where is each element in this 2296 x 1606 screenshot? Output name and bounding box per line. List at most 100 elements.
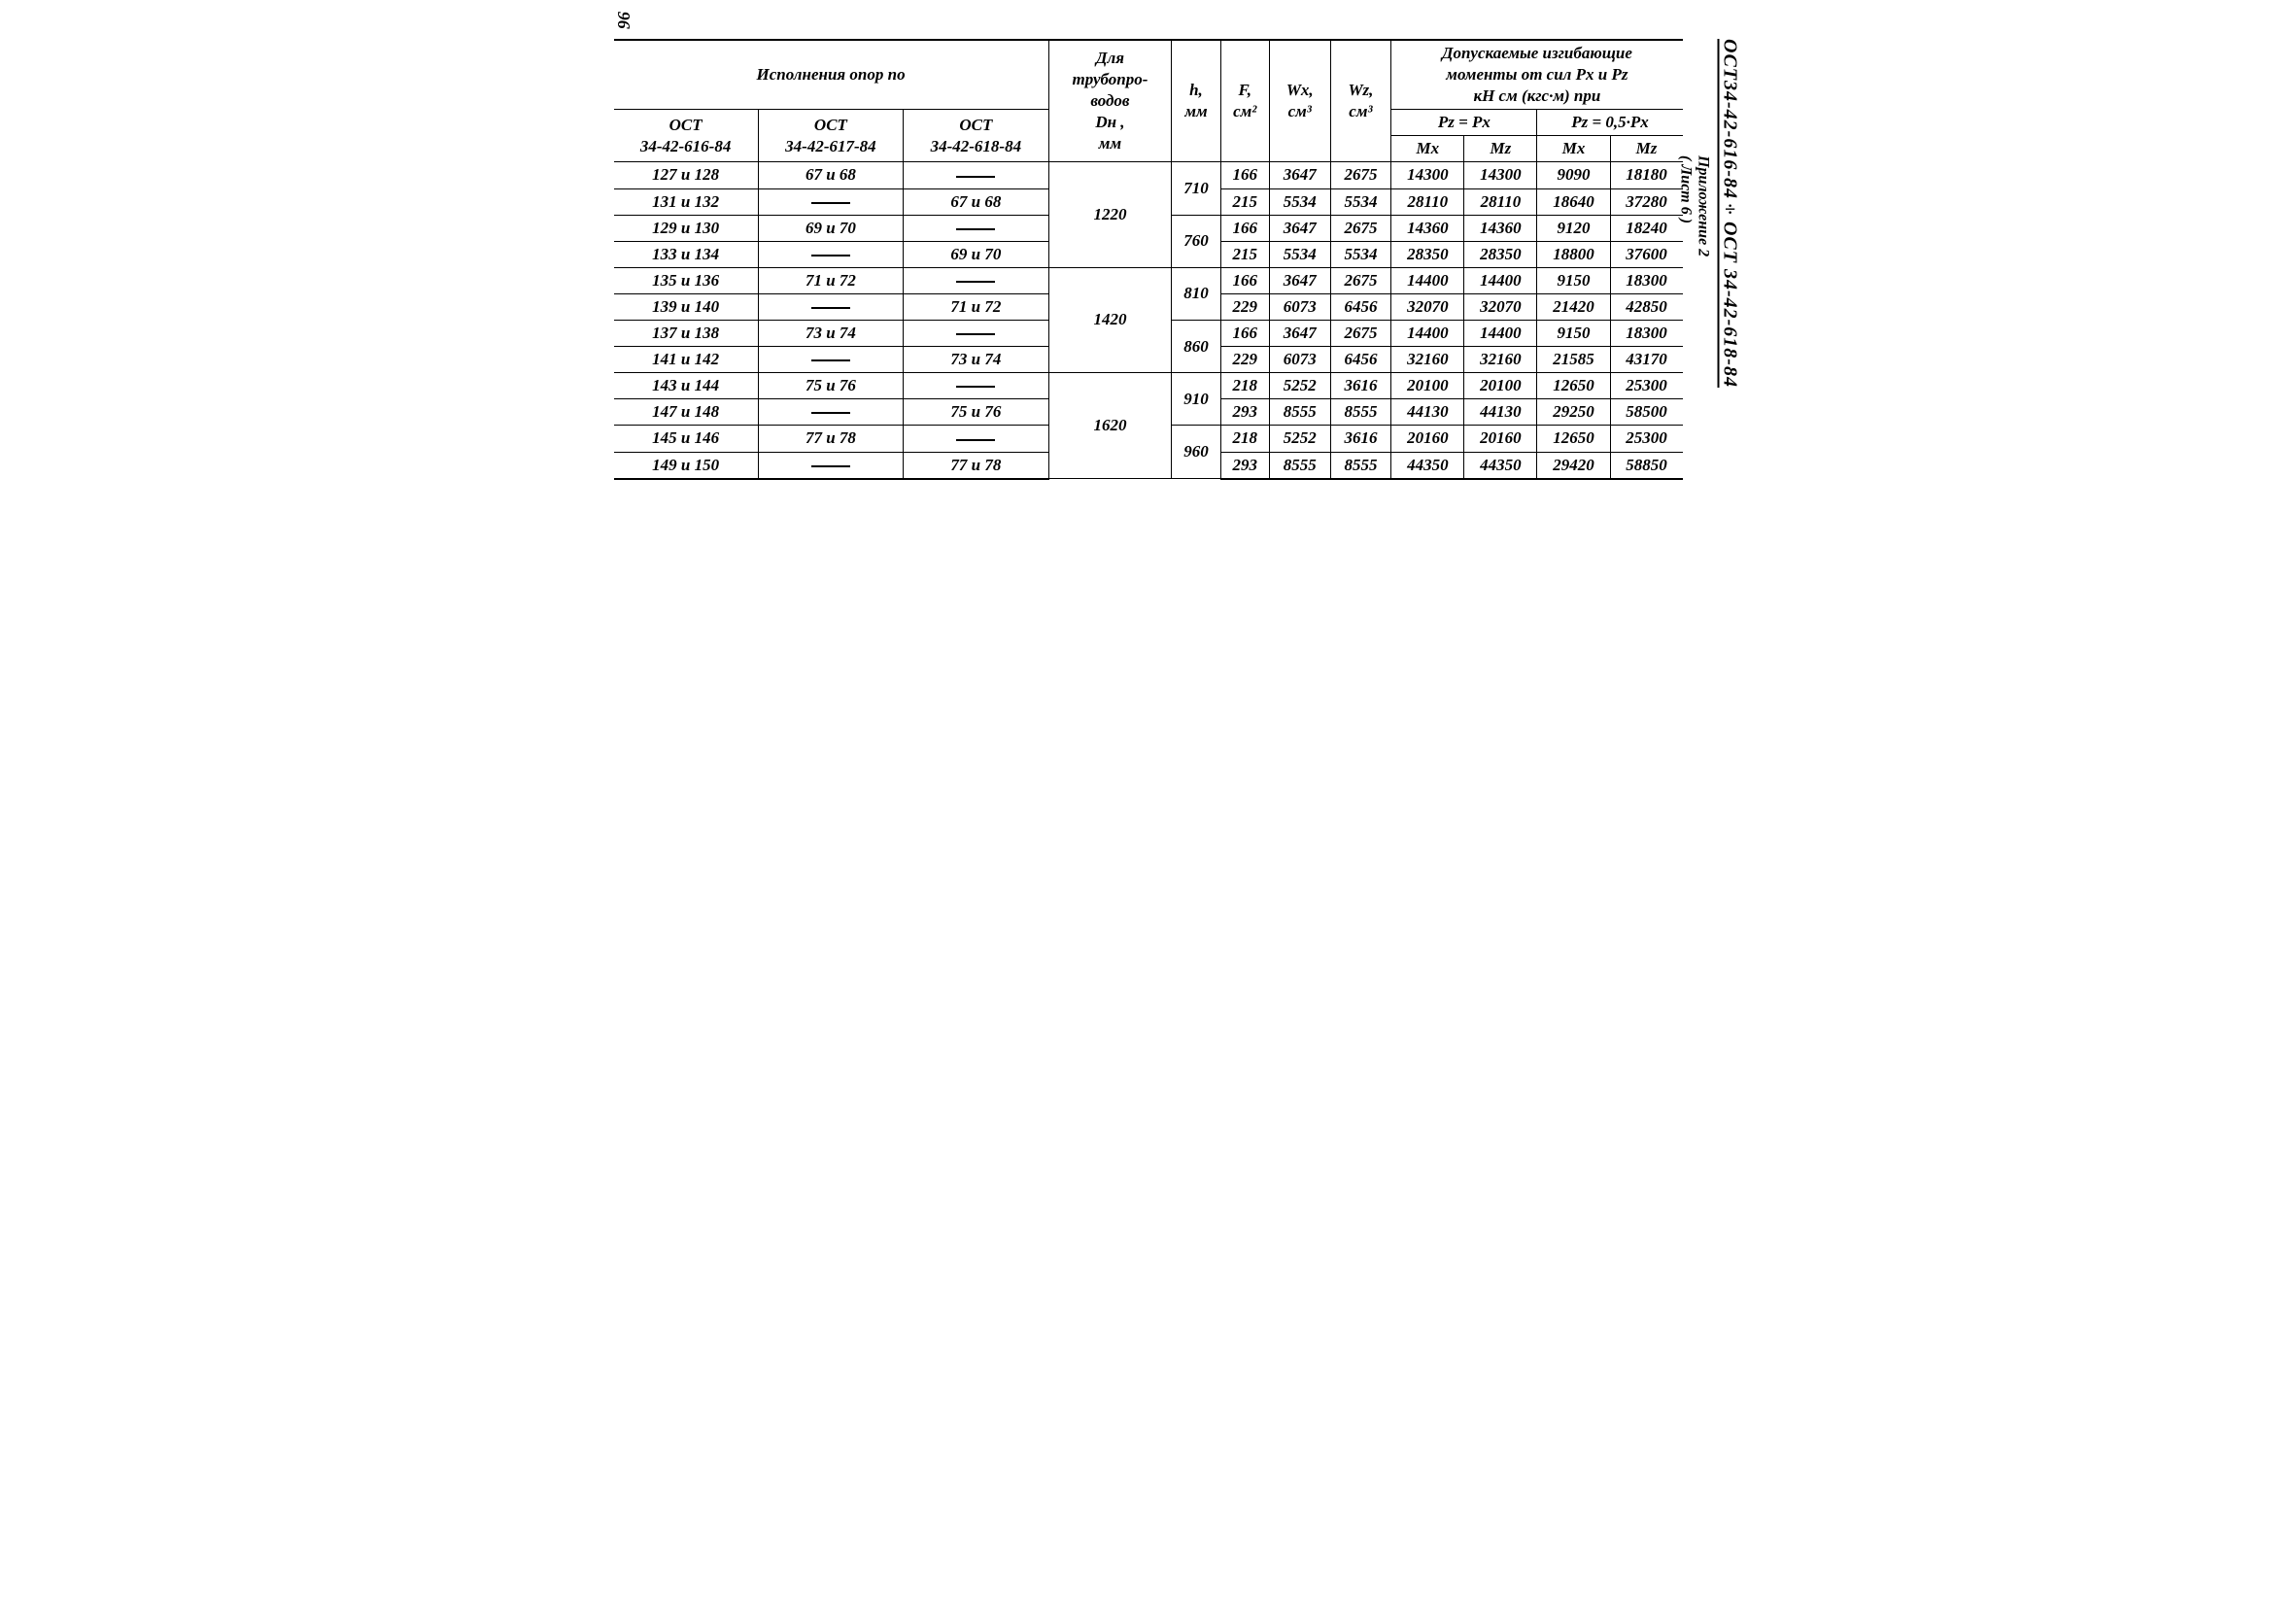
table-cell: 77 и 78	[758, 426, 903, 452]
table-cell: 14400	[1391, 321, 1464, 347]
table-cell	[904, 373, 1048, 399]
header-executions: Исполнения опор по	[614, 40, 1049, 110]
table-cell: 960	[1172, 426, 1220, 479]
table-cell: 32070	[1391, 293, 1464, 320]
page-container: 96 ОСТ34-42-616-84÷ОСТ 34-42-618-84 Прил…	[614, 39, 1683, 480]
table-row: 127 и 12867 и 68122071016636472675143001…	[614, 162, 1683, 188]
table-cell: 21420	[1537, 293, 1610, 320]
table-cell: 710	[1172, 162, 1220, 215]
table-cell: 127 и 128	[614, 162, 759, 188]
table-cell: 229	[1220, 293, 1269, 320]
table-cell	[758, 293, 903, 320]
table-cell: 139 и 140	[614, 293, 759, 320]
table-cell: 218	[1220, 426, 1269, 452]
header-Mz1: Mz	[1464, 136, 1537, 162]
data-table: Исполнения опор по Длятрубопро-водовDн ,…	[614, 39, 1683, 480]
header-moments: Допускаемые изгибающиемоменты от сил Рх …	[1391, 40, 1683, 110]
table-cell: 28350	[1391, 241, 1464, 267]
table-cell: 9150	[1537, 267, 1610, 293]
table-cell	[904, 215, 1048, 241]
table-cell: 44350	[1464, 452, 1537, 479]
dash-icon	[811, 202, 850, 204]
table-cell: 12650	[1537, 373, 1610, 399]
table-cell: 8555	[1330, 399, 1391, 426]
table-cell: 145 и 146	[614, 426, 759, 452]
table-cell: 3647	[1269, 321, 1330, 347]
table-cell: 37600	[1610, 241, 1682, 267]
table-cell: 14300	[1464, 162, 1537, 188]
table-cell	[758, 241, 903, 267]
table-cell	[758, 452, 903, 479]
table-cell: 21585	[1537, 347, 1610, 373]
side-subtitle: Приложение 2 ( Лист 6 )	[1677, 155, 1712, 256]
dash-icon	[956, 228, 995, 230]
page-number: 96	[614, 12, 634, 29]
table-cell: 77 и 78	[904, 452, 1048, 479]
table-cell: 215	[1220, 188, 1269, 215]
table-cell: 18180	[1610, 162, 1682, 188]
table-cell: 32160	[1391, 347, 1464, 373]
table-row: 135 и 13671 и 72142081016636472675144001…	[614, 267, 1683, 293]
header-ost2: ОСТ34-42-617-84	[758, 110, 903, 162]
table-cell: 3647	[1269, 162, 1330, 188]
table-cell: 166	[1220, 162, 1269, 188]
table-body: 127 и 12867 и 68122071016636472675143001…	[614, 162, 1683, 479]
table-cell: 29250	[1537, 399, 1610, 426]
table-cell: 18300	[1610, 321, 1682, 347]
table-cell: 141 и 142	[614, 347, 759, 373]
table-cell: 14360	[1464, 215, 1537, 241]
table-cell: 20160	[1391, 426, 1464, 452]
table-cell	[758, 188, 903, 215]
table-cell: 5534	[1330, 241, 1391, 267]
header-Wx: Wx,см³	[1269, 40, 1330, 162]
table-cell: 20100	[1464, 373, 1537, 399]
dash-icon	[811, 359, 850, 361]
table-cell: 218	[1220, 373, 1269, 399]
table-cell: 73 и 74	[904, 347, 1048, 373]
table-cell	[904, 162, 1048, 188]
table-cell: 29420	[1537, 452, 1610, 479]
dash-icon	[956, 176, 995, 178]
table-cell: 2675	[1330, 267, 1391, 293]
table-cell: 5534	[1269, 188, 1330, 215]
table-cell: 25300	[1610, 373, 1682, 399]
table-cell: 6073	[1269, 347, 1330, 373]
table-cell: 14400	[1464, 321, 1537, 347]
table-cell: 137 и 138	[614, 321, 759, 347]
table-cell: 2675	[1330, 215, 1391, 241]
header-Mz2: Mz	[1610, 136, 1682, 162]
table-cell: 75 и 76	[758, 373, 903, 399]
table-cell: 58850	[1610, 452, 1682, 479]
table-cell: 6073	[1269, 293, 1330, 320]
header-Wz: Wz,см³	[1330, 40, 1391, 162]
table-cell	[904, 426, 1048, 452]
header-pipe: Длятрубопро-водовDн ,мм	[1048, 40, 1172, 162]
table-cell	[904, 321, 1048, 347]
table-cell: 44130	[1464, 399, 1537, 426]
table-cell: 18300	[1610, 267, 1682, 293]
dash-icon	[956, 439, 995, 441]
header-pz-half-px: Pz = 0,5·Px	[1537, 110, 1683, 136]
table-cell: 12650	[1537, 426, 1610, 452]
table-cell: 20160	[1464, 426, 1537, 452]
header-Mx1: Mx	[1391, 136, 1464, 162]
table-cell: 9120	[1537, 215, 1610, 241]
table-cell: 5534	[1269, 241, 1330, 267]
table-cell: 8555	[1269, 452, 1330, 479]
table-cell: 3616	[1330, 426, 1391, 452]
table-cell: 8555	[1269, 399, 1330, 426]
dash-icon	[956, 333, 995, 335]
table-cell: 1420	[1048, 267, 1172, 372]
table-cell: 910	[1172, 373, 1220, 426]
dash-icon	[811, 255, 850, 256]
table-row: 143 и 14475 и 76162091021852523616201002…	[614, 373, 1683, 399]
table-cell: 28350	[1464, 241, 1537, 267]
table-cell: 43170	[1610, 347, 1682, 373]
side-sub2: ( Лист 6 )	[1678, 155, 1695, 223]
table-cell: 143 и 144	[614, 373, 759, 399]
table-cell: 5534	[1330, 188, 1391, 215]
dash-icon	[811, 307, 850, 309]
table-cell: 3647	[1269, 267, 1330, 293]
table-cell: 131 и 132	[614, 188, 759, 215]
table-cell: 14400	[1464, 267, 1537, 293]
